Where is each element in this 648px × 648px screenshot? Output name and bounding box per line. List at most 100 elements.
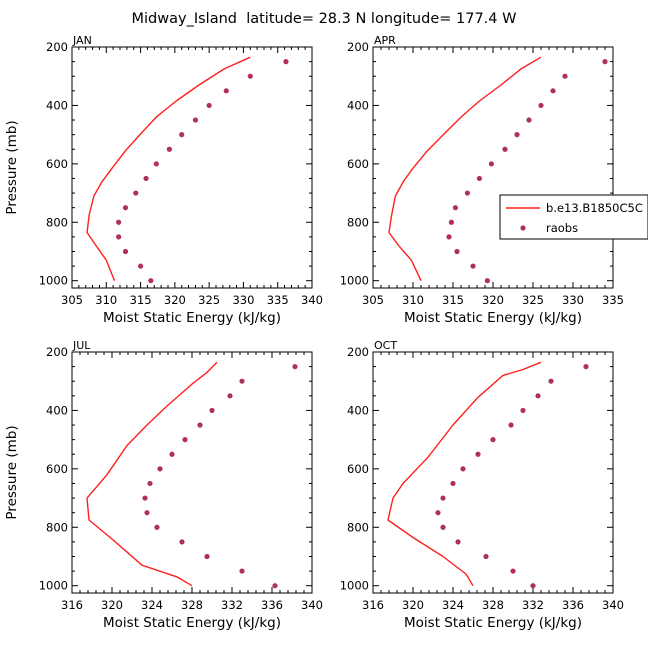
raobs-point <box>562 73 568 79</box>
raobs-point <box>454 248 460 255</box>
model-series-line <box>388 56 542 281</box>
panel-oct: OCT 316 320 324 328 332 336 340 200 400 600 800 1000… <box>340 339 624 631</box>
raobs-point <box>538 102 544 109</box>
panel-jul: JUL 316 320 324 328 332 336 340 200 400 600 800 1000… <box>4 339 323 631</box>
raobs-point <box>460 466 466 472</box>
raobs-point <box>142 495 148 501</box>
legend: b.e13.B1850C5C raobs <box>499 194 648 240</box>
y-tick-label: 800 <box>46 520 68 534</box>
x-tick-label: 325 <box>522 293 544 307</box>
x-tick-label: 340 <box>301 293 323 307</box>
y-tick-label: 800 <box>46 215 68 229</box>
panel-apr: APR 305 310 315 320 325 330 335 200 400 600 800 1000… <box>340 34 648 326</box>
raobs-point <box>157 466 163 472</box>
raobs-point <box>122 248 129 255</box>
raobs-point <box>239 378 245 384</box>
y-tick-label: 400 <box>46 98 68 112</box>
raobs-point <box>450 480 456 487</box>
raobs-point <box>116 234 122 240</box>
raobs-point <box>247 73 253 79</box>
x-tick-label: 332 <box>522 598 544 612</box>
raobs-point <box>223 88 229 94</box>
raobs-point <box>530 583 536 589</box>
x-axis-label: Moist Static Energy (kJ/kg) <box>404 615 582 631</box>
x-tick-label: 315 <box>442 293 464 307</box>
legend-raobs-swatch <box>520 225 526 231</box>
plot-frame <box>71 46 313 289</box>
raobs-point <box>166 146 172 152</box>
legend-model-label: b.e13.B1850C5C <box>546 201 643 215</box>
x-tick-label: 328 <box>482 598 504 612</box>
raobs-point <box>455 539 461 545</box>
raobs-point <box>292 364 298 370</box>
raobs-point <box>116 219 122 225</box>
x-tick-label: 325 <box>198 293 220 307</box>
raobs-point <box>548 378 554 384</box>
raobs-point <box>508 422 514 428</box>
y-tick-label: 800 <box>347 215 369 229</box>
raobs-point <box>133 190 139 196</box>
model-series-line <box>387 361 542 587</box>
x-tick-label: 324 <box>442 598 464 612</box>
x-axis-label: Moist Static Energy (kJ/kg) <box>404 310 582 326</box>
raobs-point <box>143 175 149 182</box>
raobs-point <box>204 553 210 560</box>
plot-frame <box>372 351 614 594</box>
x-tick-label: 340 <box>301 598 323 612</box>
x-tick-label: 316 <box>362 598 384 612</box>
y-tick-label: 1000 <box>39 579 68 593</box>
x-tick-label: 340 <box>602 598 624 612</box>
raobs-point <box>197 422 203 428</box>
raobs-point <box>452 205 458 211</box>
raobs-point <box>514 132 520 138</box>
raobs-point <box>475 451 481 457</box>
y-tick-label: 400 <box>46 403 68 417</box>
raobs-point <box>272 583 278 589</box>
raobs-point <box>502 146 508 152</box>
y-tick-label: 600 <box>46 462 68 476</box>
raobs-point <box>476 175 482 182</box>
raobs-point <box>446 234 452 240</box>
raobs-point <box>137 263 144 269</box>
x-axis-label: Moist Static Energy (kJ/kg) <box>103 310 281 326</box>
panel-label: APR <box>374 34 396 47</box>
raobs-point <box>144 510 150 516</box>
panel-label: JUL <box>72 339 91 352</box>
y-tick-label: 400 <box>347 98 369 112</box>
raobs-point <box>526 117 532 123</box>
y-tick-label: 200 <box>347 40 369 54</box>
raobs-point <box>488 161 494 167</box>
x-tick-label: 335 <box>602 293 624 307</box>
x-tick-label: 332 <box>221 598 243 612</box>
y-tick-label: 1000 <box>340 579 369 593</box>
panel-label: OCT <box>374 339 397 352</box>
raobs-point <box>179 132 185 138</box>
x-tick-label: 324 <box>141 598 163 612</box>
raobs-point <box>435 510 441 516</box>
raobs-point <box>179 539 185 545</box>
y-tick-label: 800 <box>347 520 369 534</box>
raobs-point <box>535 393 541 399</box>
x-tick-label: 316 <box>61 598 83 612</box>
x-tick-label: 305 <box>362 293 384 307</box>
raobs-point <box>122 205 129 211</box>
raobs-point <box>206 102 212 109</box>
y-tick-label: 600 <box>347 462 369 476</box>
x-axis-label: Moist Static Energy (kJ/kg) <box>103 615 281 631</box>
raobs-point <box>490 437 496 443</box>
raobs-point <box>239 568 245 574</box>
x-tick-label: 310 <box>402 293 424 307</box>
model-series-line <box>86 56 251 281</box>
y-tick-label: 600 <box>46 157 68 171</box>
x-tick-label: 320 <box>482 293 504 307</box>
figure-title: Midway_Island latitude= 28.3 N longitude… <box>132 11 517 27</box>
y-tick-label: 600 <box>347 157 369 171</box>
y-tick-label: 200 <box>46 40 68 54</box>
panels: JAN 305 310 315 320 325 330 335 340 200 400 600 800 1… <box>4 34 648 631</box>
raobs-point <box>510 568 516 574</box>
raobs-point <box>440 495 446 501</box>
legend-box <box>499 194 648 240</box>
raobs-point <box>169 451 175 457</box>
raobs-point <box>182 437 188 443</box>
